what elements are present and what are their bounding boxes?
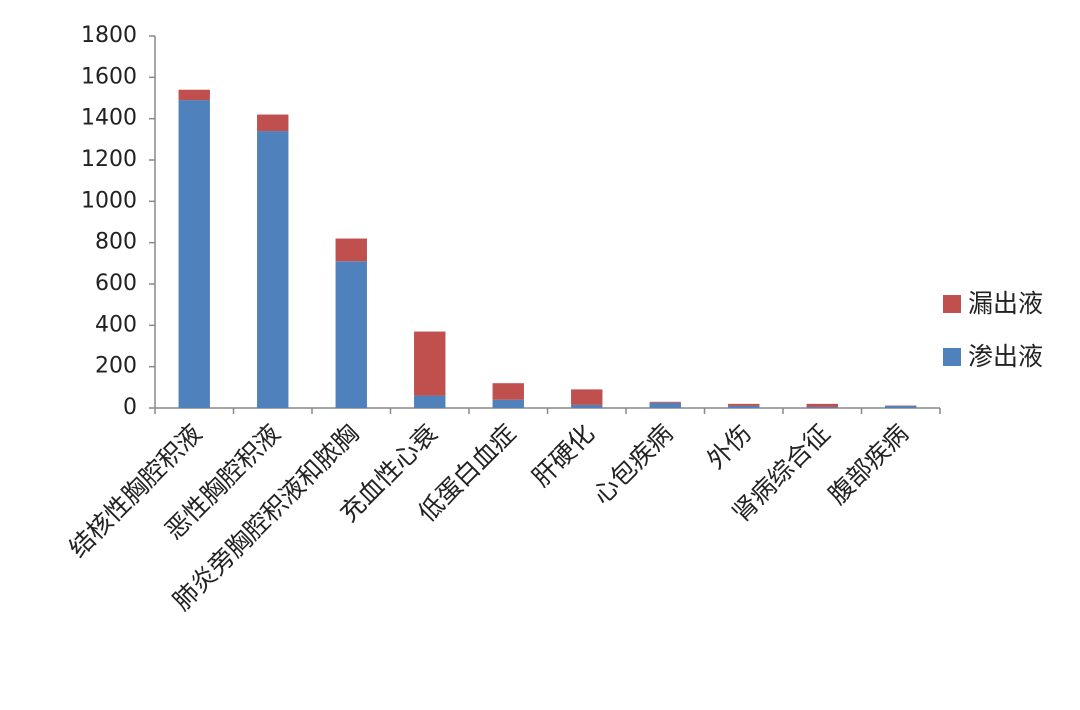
bar-segment: [414, 395, 446, 408]
x-tick-label: 肝硬化: [526, 419, 600, 493]
x-tick-label: 心包疾病: [587, 419, 678, 510]
bar-segment: [414, 331, 446, 396]
bar-segment: [728, 405, 760, 408]
bar-segment: [335, 238, 367, 262]
bar-segment: [571, 389, 603, 405]
y-tick-label: 200: [95, 354, 137, 379]
bar-segment: [806, 406, 838, 408]
legend-swatch: [943, 348, 961, 366]
x-tick-label: 外伤: [701, 419, 757, 475]
y-tick-label: 600: [95, 271, 137, 296]
y-tick-label: 400: [95, 312, 137, 337]
y-tick-label: 1800: [81, 23, 137, 48]
bar-segment: [885, 405, 917, 408]
bar-segment: [649, 401, 681, 403]
bar-segment: [806, 403, 838, 407]
bar-segment: [257, 131, 289, 409]
legend-swatch: [943, 295, 961, 313]
bar-segment: [728, 403, 760, 406]
bar-segment: [257, 114, 289, 132]
bar-segment: [178, 89, 210, 101]
bar-segment: [492, 383, 524, 400]
bar-segment: [492, 399, 524, 408]
x-tick-label: 腹部疾病: [823, 419, 914, 510]
legend-label: 渗出液: [968, 342, 1043, 371]
bar-segment: [571, 404, 603, 408]
y-tick-label: 0: [123, 395, 137, 420]
y-tick-label: 800: [95, 230, 137, 255]
bar-segment: [178, 100, 210, 409]
legend-label: 漏出液: [968, 289, 1043, 318]
y-tick-label: 1600: [81, 64, 137, 89]
y-tick-label: 1400: [81, 106, 137, 131]
y-tick-label: 1000: [81, 188, 137, 213]
bar-segment: [335, 261, 367, 408]
y-tick-label: 1200: [81, 147, 137, 172]
bar-segment: [649, 402, 681, 408]
x-tick-label: 结核性胸腔积液: [63, 419, 207, 563]
